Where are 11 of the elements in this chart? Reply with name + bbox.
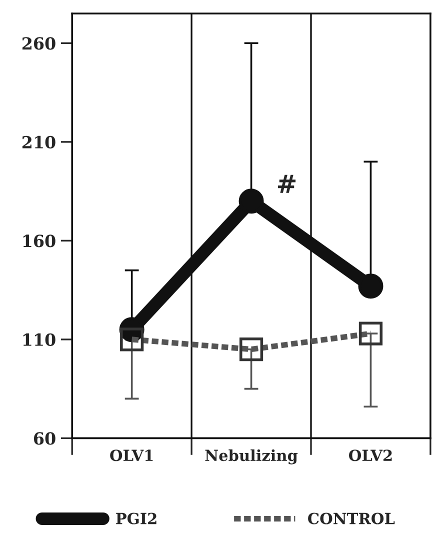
annotation: # [278,174,296,193]
legend-label: CONTROL [308,512,395,524]
y-tick-label: 60 [34,432,56,445]
x-tick-label: OLV1 [110,450,153,462]
y-tick-label: 260 [22,37,56,50]
legend-label: PGI2 [116,512,156,524]
y-tick-label: 160 [23,234,56,248]
x-tick-label: OLV2 [349,450,392,462]
y-tick-label: 110 [23,333,56,346]
y-tick-label: 210 [22,136,56,148]
x-tick-label: Nebulizing [205,449,298,464]
